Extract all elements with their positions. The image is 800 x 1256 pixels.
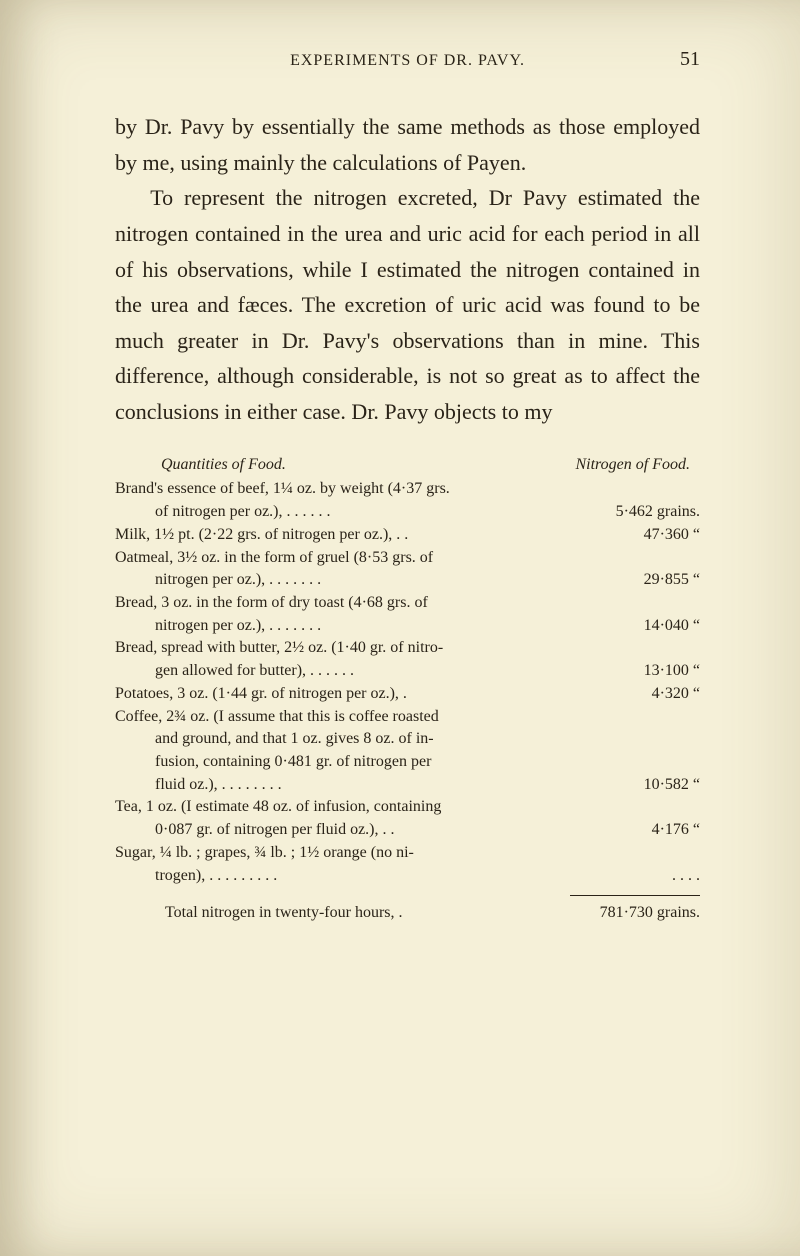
row-desc: Brand's essence of beef, 1¼ oz. by weigh… xyxy=(115,478,580,501)
row-cont: nitrogen per oz.), . . . . . . . xyxy=(115,569,580,592)
page-number: 51 xyxy=(660,48,700,71)
row-val: 47·360 “ xyxy=(580,524,700,547)
row-cont: nitrogen per oz.), . . . . . . . xyxy=(115,615,580,638)
table-row: Brand's essence of beef, 1¼ oz. by weigh… xyxy=(115,478,700,501)
table-row: fluid oz.), . . . . . . . . 10·582 “ xyxy=(115,774,700,797)
row-cont: trogen), . . . . . . . . . xyxy=(115,865,580,888)
total-desc: Total nitrogen in twenty-four hours, . xyxy=(165,902,403,925)
table-header: Quantities of Food. Nitrogen of Food. xyxy=(115,454,700,477)
table-row: nitrogen per oz.), . . . . . . . 29·855 … xyxy=(115,569,700,592)
table-row: Bread, 3 oz. in the form of dry toast (4… xyxy=(115,592,700,615)
row-cont: 0·087 gr. of nitrogen per fluid oz.), . … xyxy=(115,819,580,842)
table-row: and ground, and that 1 oz. gives 8 oz. o… xyxy=(115,728,700,751)
total-val: 781·730 grains. xyxy=(600,902,700,925)
row-cont: of nitrogen per oz.), . . . . . . xyxy=(115,501,580,524)
row-desc: Oatmeal, 3½ oz. in the form of gruel (8·… xyxy=(115,547,580,570)
table-row: gen allowed for butter), . . . . . . 13·… xyxy=(115,660,700,683)
row-cont: fluid oz.), . . . . . . . . xyxy=(115,774,580,797)
table-head-left: Quantities of Food. xyxy=(115,454,286,477)
row-cont: gen allowed for butter), . . . . . . xyxy=(115,660,580,683)
row-val: 5·462 grains. xyxy=(580,501,700,524)
table-rule xyxy=(570,895,700,896)
table-row: Sugar, ¼ lb. ; grapes, ¾ lb. ; 1½ orange… xyxy=(115,842,700,865)
table-row: Tea, 1 oz. (I estimate 48 oz. of infusio… xyxy=(115,796,700,819)
paragraph-1: by Dr. Pavy by essentially the same meth… xyxy=(115,109,700,180)
row-desc: Bread, spread with butter, 2½ oz. (1·40 … xyxy=(115,637,580,660)
quantities-table: Quantities of Food. Nitrogen of Food. Br… xyxy=(115,454,700,925)
table-row: Milk, 1½ pt. (2·22 grs. of nitrogen per … xyxy=(115,524,700,547)
table-head-right: Nitrogen of Food. xyxy=(575,454,700,477)
row-cont: and ground, and that 1 oz. gives 8 oz. o… xyxy=(115,728,580,751)
row-val: 4·176 “ xyxy=(580,819,700,842)
table-row: Oatmeal, 3½ oz. in the form of gruel (8·… xyxy=(115,547,700,570)
row-val: 4·320 “ xyxy=(580,683,700,706)
row-desc: Sugar, ¼ lb. ; grapes, ¾ lb. ; 1½ orange… xyxy=(115,842,580,865)
table-row: of nitrogen per oz.), . . . . . . 5·462 … xyxy=(115,501,700,524)
row-desc: Potatoes, 3 oz. (1·44 gr. of nitrogen pe… xyxy=(115,683,580,706)
table-row: 0·087 gr. of nitrogen per fluid oz.), . … xyxy=(115,819,700,842)
row-val: 10·582 “ xyxy=(580,774,700,797)
body-text: by Dr. Pavy by essentially the same meth… xyxy=(115,109,700,430)
row-desc: Bread, 3 oz. in the form of dry toast (4… xyxy=(115,592,580,615)
table-total-row: Total nitrogen in twenty-four hours, . 7… xyxy=(115,902,700,925)
row-desc: Coffee, 2¾ oz. (I assume that this is co… xyxy=(115,706,580,729)
row-val: 14·040 “ xyxy=(580,615,700,638)
table-row: Potatoes, 3 oz. (1·44 gr. of nitrogen pe… xyxy=(115,683,700,706)
table-row: trogen), . . . . . . . . . . . . . xyxy=(115,865,700,888)
table-row: nitrogen per oz.), . . . . . . . 14·040 … xyxy=(115,615,700,638)
row-desc: Tea, 1 oz. (I estimate 48 oz. of infusio… xyxy=(115,796,580,819)
row-val: 29·855 “ xyxy=(580,569,700,592)
page-header: EXPERIMENTS OF DR. PAVY. 51 xyxy=(115,48,700,71)
table-row: Coffee, 2¾ oz. (I assume that this is co… xyxy=(115,706,700,729)
table-row: Bread, spread with butter, 2½ oz. (1·40 … xyxy=(115,637,700,660)
row-cont: fusion, containing 0·481 gr. of nitrogen… xyxy=(115,751,580,774)
paragraph-2: To represent the nitrogen excreted, Dr P… xyxy=(115,180,700,429)
row-desc: Milk, 1½ pt. (2·22 grs. of nitrogen per … xyxy=(115,524,580,547)
row-val: . . . . xyxy=(580,865,700,888)
row-val: 13·100 “ xyxy=(580,660,700,683)
table-row: fusion, containing 0·481 gr. of nitrogen… xyxy=(115,751,700,774)
running-head: EXPERIMENTS OF DR. PAVY. xyxy=(155,52,660,70)
